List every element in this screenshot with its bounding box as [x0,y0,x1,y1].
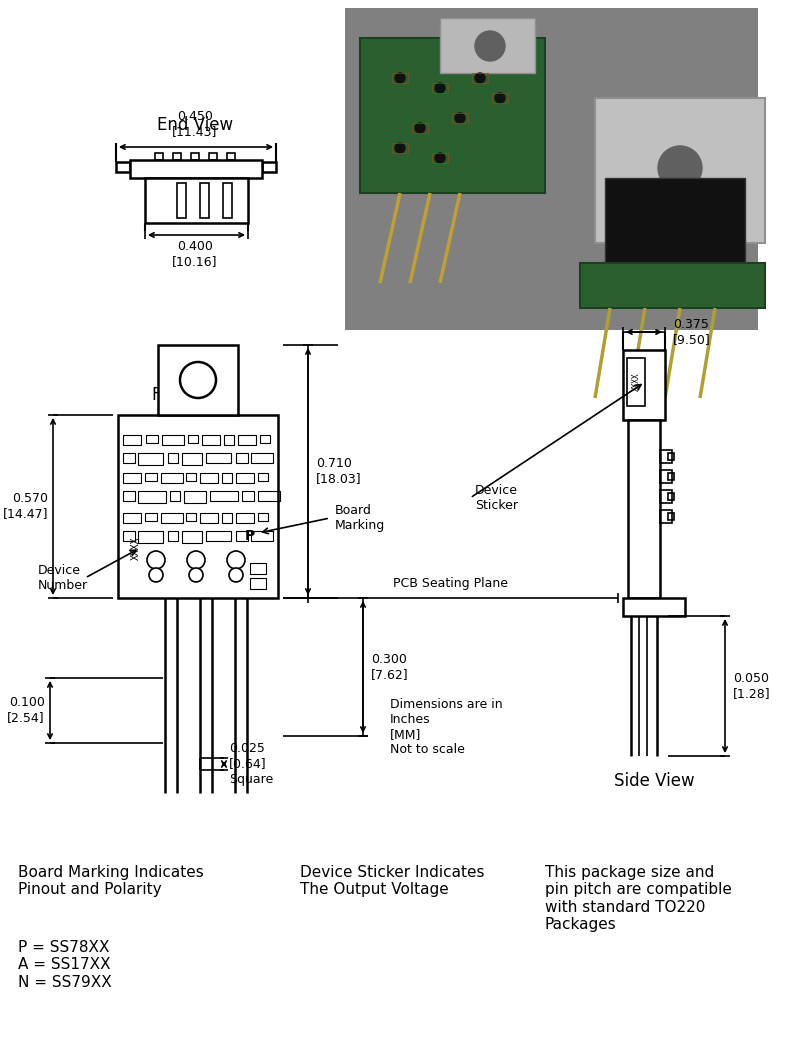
Text: Board Marking Indicates
Pinout and Polarity: Board Marking Indicates Pinout and Polar… [18,865,204,898]
Bar [628,420,660,598]
Circle shape [227,551,245,569]
Bar [668,513,674,520]
Bar [186,513,196,521]
Bar [222,513,232,523]
Bar [145,177,248,223]
Bar [222,473,232,483]
Bar [161,473,183,483]
Circle shape [180,362,216,398]
Text: 0.100
[2.54]: 0.100 [2.54] [7,696,45,723]
Bar [145,473,157,481]
Circle shape [475,31,505,61]
Bar [492,93,508,103]
Bar [168,531,178,541]
Bar [158,345,238,416]
Bar [623,350,665,420]
Bar [170,491,180,501]
Bar [580,263,765,308]
Bar [360,38,545,193]
Bar [660,490,672,503]
Bar [206,453,231,462]
Circle shape [455,113,465,123]
Text: P = SS78XX
A = SS17XX
N = SS79XX: P = SS78XX A = SS17XX N = SS79XX [18,940,112,990]
Bar [236,453,248,462]
Bar [668,453,674,460]
Text: Device
Sticker: Device Sticker [475,484,518,512]
Bar [118,416,278,598]
Bar [138,531,163,543]
Bar [260,435,270,443]
Bar [251,531,273,541]
Bar [138,453,163,465]
Text: This package size and
pin pitch are compatible
with standard TO220
Packages: This package size and pin pitch are comp… [545,865,732,932]
Bar [123,491,135,501]
Bar [605,177,745,298]
Circle shape [147,551,165,569]
Text: Dimensions are in
Inches
[MM]
Not to scale: Dimensions are in Inches [MM] Not to sca… [390,698,502,756]
Bar [224,435,234,445]
Bar [627,358,645,406]
Text: 0.300
[7.62]: 0.300 [7.62] [371,652,409,681]
Bar [210,491,238,501]
Bar [238,435,256,445]
Bar [432,153,448,163]
Bar [209,153,217,160]
Text: 0.570
[14.47]: 0.570 [14.47] [2,492,48,520]
Bar [145,513,157,521]
Bar [668,473,674,480]
Bar [173,153,181,160]
Text: PCB Seating Plane: PCB Seating Plane [393,577,508,590]
Bar [188,435,198,443]
Bar [236,513,254,523]
Bar [660,450,672,462]
Bar [262,162,276,172]
Circle shape [475,73,485,84]
Bar [412,123,428,133]
Bar [191,153,199,160]
Text: Board
Marking: Board Marking [335,504,386,532]
Bar [668,493,674,500]
Bar [250,563,266,574]
Text: XXXX: XXXX [131,537,141,560]
Bar [258,513,268,521]
Circle shape [435,84,445,93]
Bar [452,113,468,123]
Bar [146,435,158,443]
Text: P: P [245,529,255,543]
Circle shape [395,143,405,153]
Bar [223,183,232,218]
Bar [130,160,262,177]
Bar [432,84,448,93]
Bar [200,183,209,218]
Bar [258,473,268,481]
Bar [182,453,202,465]
Bar [660,470,672,483]
Bar [200,513,218,523]
Bar [123,473,141,483]
Bar [623,598,685,616]
Bar [392,143,408,153]
Bar [184,491,206,503]
Text: Device
Number: Device Number [38,564,88,592]
Text: 0.450
[11.43]: 0.450 [11.43] [172,110,218,138]
Bar [177,183,186,218]
Bar [182,531,202,543]
Bar [186,473,196,481]
Bar [155,153,163,160]
Circle shape [415,123,425,133]
Circle shape [435,153,445,163]
Circle shape [149,568,163,582]
Bar [162,435,184,445]
Bar [345,8,758,330]
Text: 0.375
[9.50]: 0.375 [9.50] [673,318,710,346]
Circle shape [229,568,243,582]
Text: 0.400
[10.16]: 0.400 [10.16] [172,240,218,268]
Circle shape [187,551,205,569]
Circle shape [189,568,203,582]
Text: 0.050
[1.28]: 0.050 [1.28] [733,672,770,699]
Bar [116,162,130,172]
Text: Device Sticker Indicates
The Output Voltage: Device Sticker Indicates The Output Volt… [300,865,485,898]
Text: End View: End View [157,116,233,134]
Text: 0.025
[0.64]
Square: 0.025 [0.64] Square [229,742,274,785]
Bar [200,473,218,483]
